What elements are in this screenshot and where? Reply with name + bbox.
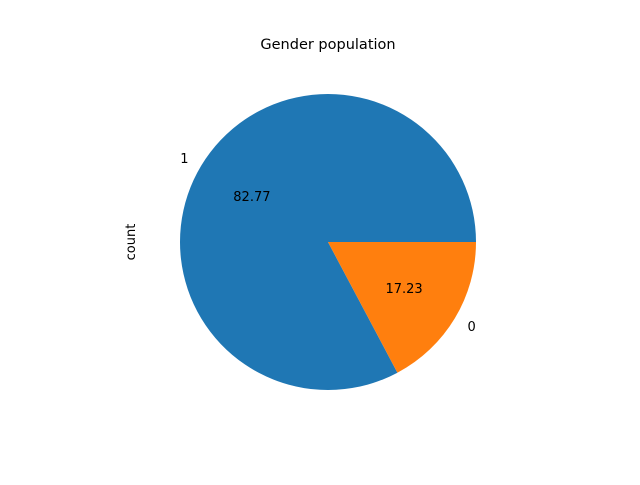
y-axis-label: count xyxy=(124,224,139,261)
pie-slice-0 xyxy=(328,242,476,373)
slice-label-0: 0 xyxy=(468,320,476,335)
slice-percent-1: 82.77 xyxy=(233,190,270,205)
slice-percent-0: 17.23 xyxy=(385,282,422,297)
slice-label-1: 1 xyxy=(180,152,188,167)
pie-slices xyxy=(180,93,476,390)
pie-labels: 1 82.77 0 17.23 xyxy=(180,152,476,335)
pie-slice-1 xyxy=(180,93,476,390)
chart-title: Gender population xyxy=(260,37,395,53)
